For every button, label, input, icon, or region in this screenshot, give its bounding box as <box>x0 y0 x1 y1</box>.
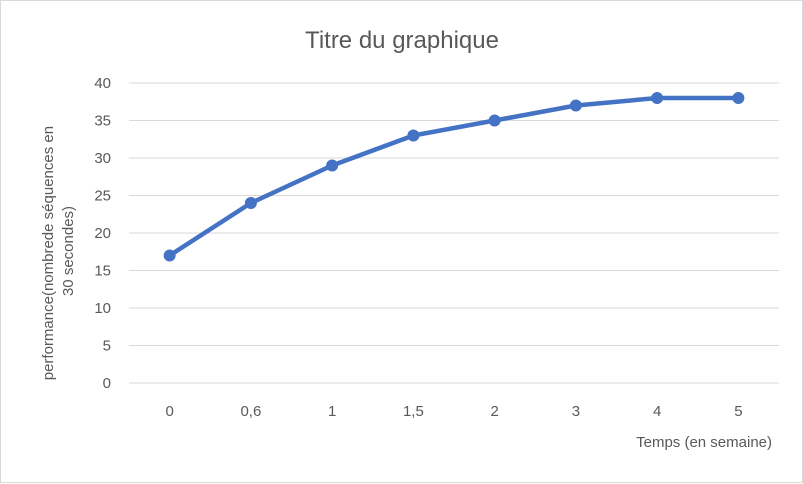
data-point <box>244 197 257 209</box>
y-tick-label: 30 <box>94 150 111 167</box>
y-tick-label: 25 <box>94 188 111 205</box>
y-tick-label: 10 <box>94 300 111 317</box>
data-point <box>407 129 420 142</box>
x-tick-label: 2 <box>490 403 498 420</box>
y-axis-label-line-1: performance(nombrede séquences en <box>40 126 57 380</box>
y-tick-label: 40 <box>94 75 111 92</box>
data-point <box>569 99 582 112</box>
x-axis-label: Temps (en semaine) <box>636 434 772 451</box>
y-tick-label: 35 <box>94 113 111 130</box>
x-tick-label: 5 <box>734 403 742 420</box>
chart-title: Titre du graphique <box>305 27 499 54</box>
y-axis-label-line-2: 30 secondes) <box>60 206 77 296</box>
x-tick-label: 0,6 <box>240 403 261 420</box>
x-axis-ticks: 0 0,6 1 1,5 2 3 4 5 <box>165 403 742 420</box>
y-axis-ticks: 0 5 10 15 20 25 30 35 40 <box>94 75 111 392</box>
data-point <box>488 114 501 127</box>
data-point <box>732 92 745 104</box>
x-tick-label: 1,5 <box>403 403 424 420</box>
y-tick-label: 0 <box>103 375 111 392</box>
series <box>163 92 745 262</box>
y-tick-label: 15 <box>94 263 111 280</box>
x-tick-label: 3 <box>572 403 580 420</box>
x-tick-label: 4 <box>653 403 661 420</box>
y-axis-label: performance(nombrede séquences en 30 sec… <box>40 122 77 381</box>
series-line <box>167 95 741 258</box>
x-tick-label: 1 <box>328 403 336 420</box>
gridlines <box>129 82 779 384</box>
y-tick-label: 20 <box>94 225 111 242</box>
data-point <box>651 92 664 104</box>
y-tick-label: 5 <box>103 338 111 355</box>
x-tick-label: 0 <box>165 403 173 420</box>
data-point <box>163 249 176 262</box>
data-point <box>326 159 339 172</box>
